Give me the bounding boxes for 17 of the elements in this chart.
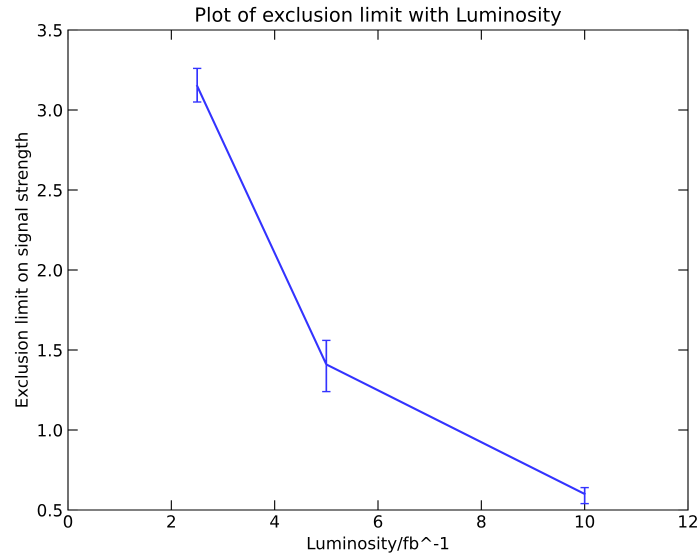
y-tick-label: 1.0: [38, 424, 62, 437]
y-tick-label: 1.5: [38, 344, 62, 357]
y-tick-label: 3.0: [38, 104, 62, 117]
y-tick-label: 2.0: [38, 264, 62, 277]
y-tick-label: 3.5: [38, 24, 62, 37]
x-tick-label: 4: [270, 515, 280, 528]
x-tick-label: 6: [374, 515, 382, 528]
y-axis-title: Exclusion limit on signal strength: [14, 133, 32, 407]
x-tick-label: 12: [679, 515, 697, 528]
y-tick-label: 0.5: [38, 504, 62, 517]
chart-title: Plot of exclusion limit with Luminosity: [196, 6, 562, 26]
y-tick-label: 2.5: [38, 184, 62, 197]
x-axis-title: Luminosity/fb^-1: [308, 536, 448, 553]
x-tick-label: 8: [477, 515, 486, 528]
x-tick-label: 2: [167, 515, 175, 528]
x-tick-label: 0: [64, 515, 72, 528]
x-tick-label: 10: [576, 515, 594, 528]
